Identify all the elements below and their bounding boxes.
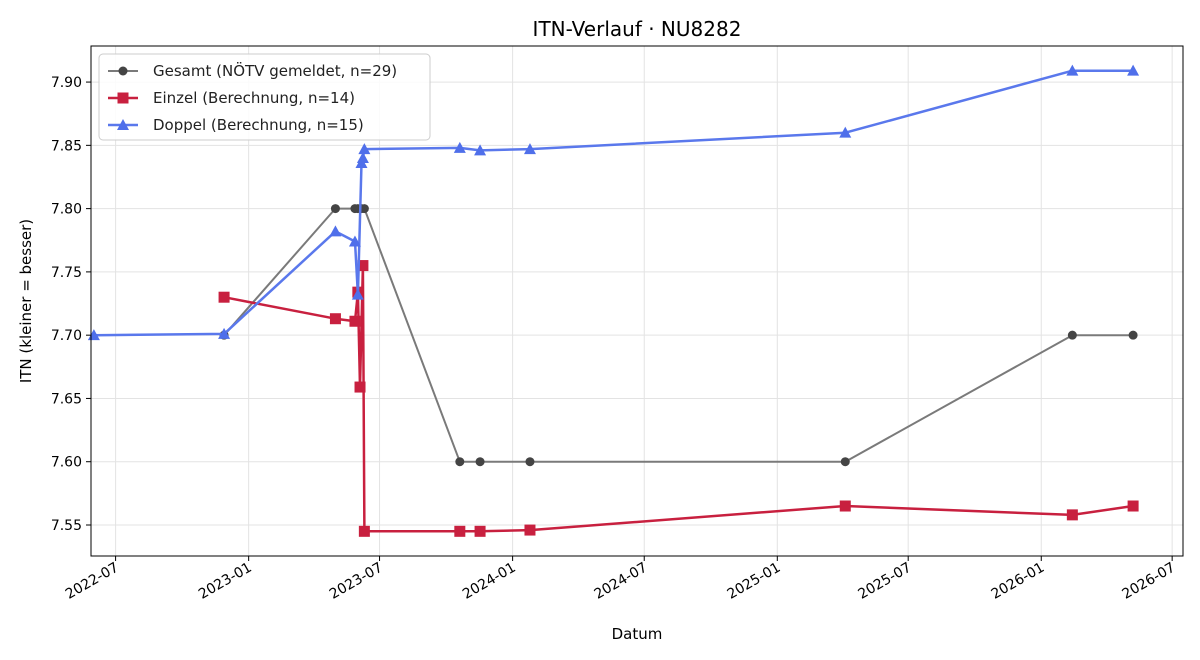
data-point [1066, 64, 1079, 76]
legend-marker [118, 66, 128, 76]
data-point [524, 524, 536, 536]
x-axis-title: Datum [612, 625, 663, 643]
series-square [218, 260, 1139, 537]
y-tick-label: 7.80 [51, 202, 82, 218]
data-point [329, 313, 341, 325]
legend-label: Einzel (Berechnung, n=14) [153, 89, 355, 107]
data-point [1127, 500, 1139, 512]
legend-label: Doppel (Berechnung, n=15) [153, 116, 364, 134]
y-axis-title: ITN (kleiner = besser) [17, 219, 35, 383]
data-point [358, 525, 370, 537]
data-point [525, 457, 535, 467]
y-tick-label: 7.60 [51, 455, 82, 471]
data-point [1066, 509, 1078, 521]
chart-title: ITN-Verlauf · NU8282 [533, 17, 742, 41]
data-point [1067, 330, 1077, 340]
data-point [1127, 64, 1140, 76]
data-point [351, 288, 364, 300]
data-point [474, 144, 487, 156]
legend-label: Gesamt (NÖTV gemeldet, n=29) [153, 61, 397, 80]
legend-items: Gesamt (NÖTV gemeldet, n=29) Einzel (Bere… [108, 61, 397, 134]
data-point [348, 235, 361, 247]
data-point [218, 291, 230, 303]
data-point [358, 143, 371, 155]
data-point [840, 457, 850, 467]
data-point [330, 204, 340, 214]
data-point [455, 457, 465, 467]
series-layer [87, 64, 1140, 537]
y-tick-label: 7.65 [51, 391, 82, 407]
y-tick-label: 7.90 [51, 75, 82, 91]
legend-marker [117, 92, 129, 104]
data-point [453, 141, 466, 153]
data-point [329, 225, 342, 237]
legend-box [98, 53, 431, 141]
data-point [356, 151, 369, 163]
data-point [359, 204, 369, 214]
y-tick-label: 7.85 [51, 138, 82, 154]
y-tick-label: 7.70 [51, 328, 82, 344]
data-point [454, 525, 466, 537]
y-tick-label: 7.75 [51, 265, 82, 281]
data-point [1128, 330, 1138, 340]
data-point [357, 260, 369, 272]
plot-frame [90, 45, 1184, 557]
data-point [839, 126, 852, 138]
data-point [349, 315, 361, 327]
data-point [354, 381, 366, 393]
data-point [475, 457, 485, 467]
data-point [839, 500, 851, 512]
legend-marker [117, 119, 129, 130]
data-point [523, 143, 536, 155]
series-triangle [87, 64, 1140, 341]
y-tick-label: 7.55 [51, 518, 82, 534]
data-point [474, 525, 486, 537]
data-point [218, 327, 231, 339]
legend: Gesamt (NÖTV gemeldet, n=29) Einzel (Bere… [98, 53, 431, 141]
